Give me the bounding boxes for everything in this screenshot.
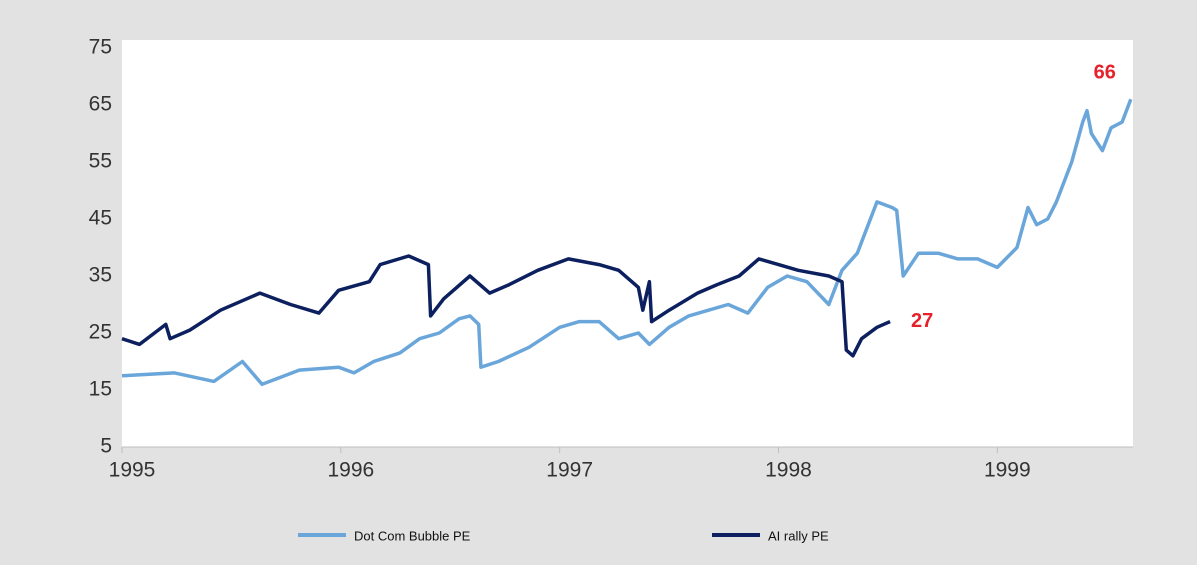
legend-label: Dot Com Bubble PE — [354, 528, 471, 543]
series-line — [121, 98, 1133, 387]
legend-label: AI rally PE — [768, 528, 829, 543]
y-tick-label: 15 — [89, 378, 112, 401]
x-tick-label: 1999 — [984, 459, 1031, 482]
y-tick-label: 25 — [89, 321, 112, 344]
y-tick-label: 75 — [89, 36, 112, 59]
y-tick-label: 65 — [89, 93, 112, 116]
x-tick-label: 1998 — [765, 459, 812, 482]
plot-area — [122, 40, 1133, 447]
end-label: 27 — [911, 310, 933, 332]
x-tick-label: 1997 — [546, 459, 593, 482]
y-tick-label: 35 — [89, 264, 112, 287]
y-tick-label: 55 — [89, 150, 112, 173]
x-tick-label: 1996 — [327, 459, 374, 482]
series-line — [121, 254, 891, 358]
end-label: 66 — [1094, 62, 1116, 84]
y-tick-label: 45 — [89, 207, 112, 230]
y-tick-label: 5 — [100, 435, 112, 458]
x-tick-label: 1995 — [109, 459, 156, 482]
